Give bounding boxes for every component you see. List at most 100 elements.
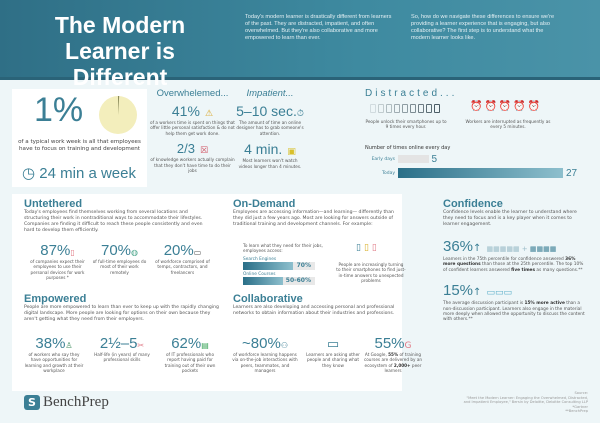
confidence-text: Confidence levels enable the learner to … — [443, 210, 577, 227]
source-line: **BenchPrep — [565, 409, 588, 414]
access-bar-chart: Search Engines 70% Online Courses 50-60% — [243, 257, 318, 287]
source-line: Source: — [574, 391, 588, 395]
warning-window-icon: ⚠ — [205, 109, 214, 119]
online-bar-row: Early days 5 — [365, 153, 600, 165]
benchprep-logo-icon: S — [24, 395, 40, 410]
ondemand-lead: To learn what they need for their jobs, … — [243, 243, 323, 254]
phone-warning-icon: ▯ — [363, 243, 372, 253]
page-title: The Modern Learner is Different — [54, 12, 186, 90]
smartphone-icon — [418, 104, 424, 113]
content-panel — [12, 194, 402, 391]
confidence-stat-2: 15% — [443, 282, 474, 300]
stat-text: of full-time employees do most of their … — [92, 259, 147, 275]
smartphone-icon — [402, 104, 408, 113]
pie-slice-training — [118, 96, 120, 115]
stat-value: 87% — [40, 242, 71, 259]
stat-text: of companies expect their employees to u… — [30, 259, 85, 281]
alarm-clock-icon: ⏰ — [527, 101, 541, 112]
access-bar-track: 50-60% — [243, 277, 315, 285]
collaborative-text: Learners are also developing and accessi… — [233, 305, 395, 316]
confidence-title: Confidence — [443, 198, 503, 210]
ondemand-section: On-Demand Employees are accessing inform… — [233, 198, 403, 228]
clock-icon: ◷ — [22, 165, 36, 182]
untethered-text: Today's employees find themselves workin… — [24, 210, 203, 233]
smartphone-icon — [370, 104, 376, 113]
smartphone-icon — [410, 104, 416, 113]
collaborative-title: Collaborative — [233, 293, 303, 305]
overwhelmed-stat-1: 41% — [171, 103, 200, 119]
smartphone-icon — [378, 104, 384, 113]
impatient-section: Impatient... 5–10 sec.⏱ The amount of ti… — [235, 88, 305, 188]
empowered-text: People are more empowered to learn than … — [24, 305, 219, 322]
online-bar-chart: Early days 5 Today 27 — [365, 153, 600, 181]
collaborative-stat-2: ▭ Learners are asking other people and sh… — [303, 333, 363, 368]
smartphone-icon — [386, 104, 392, 113]
online-bar — [398, 168, 563, 178]
stat-value: 20% — [163, 242, 194, 259]
ondemand-title: On-Demand — [233, 198, 296, 210]
collaborative-section: Collaborative Learners are also developi… — [233, 293, 403, 317]
impatient-stat-1: 5–10 sec. — [236, 103, 297, 119]
people-icon: ⚇ — [280, 341, 288, 350]
workers-icon: ▭ — [193, 248, 202, 257]
stat-value: 55% — [374, 335, 405, 352]
empowered-stat-2: 2½–5✂ Half-life (in years) of many profes… — [92, 333, 152, 363]
stat-value: ~80% — [242, 335, 281, 352]
empowered-title: Empowered — [24, 293, 87, 305]
confidence-stat-1: 36% — [443, 238, 474, 255]
intro-text-2: So, how do we navigate these differences… — [411, 14, 555, 41]
stat-text: At Google, 55% of training courses are d… — [363, 352, 423, 374]
distracted-title: Distracted... — [365, 88, 458, 99]
distracted-section: Distracted... People unlock their smartp… — [365, 88, 595, 188]
brand-name: BenchPrep — [43, 394, 109, 410]
access-bar-label: Online Courses — [243, 272, 276, 277]
training-card: 1% of a typical work week is all that em… — [12, 89, 147, 187]
access-bar-track: 70% — [243, 262, 315, 270]
discussion-icon: ▭▭▭ — [486, 288, 513, 299]
access-bar-label: Search Engines — [243, 257, 277, 262]
overwhelmed-text-1: of a workers time is spent on things tha… — [150, 120, 235, 136]
untethered-stat-3: 20%▭ of workforce comprised of temps, con… — [155, 240, 210, 275]
confidence-text-1: Learners in the 75th percentile for conf… — [443, 257, 584, 273]
stat-value: 70% — [100, 242, 132, 259]
alarms-text: Workers are interrupted as frequently as… — [465, 119, 551, 130]
smartphones-icon-row — [370, 104, 440, 113]
error-message-icon: ☒ — [200, 146, 209, 157]
ondemand-phones-text: People are increasingly turning to their… — [336, 262, 406, 284]
impatient-stat-2: 4 min. — [244, 141, 283, 158]
source-line: "Meet the Modern Learner: Engaging the O… — [466, 395, 588, 400]
collaborative-stat-1: ~80%⚇ of workforce learning happens via o… — [230, 333, 300, 374]
access-bar-value: 70% — [296, 262, 311, 269]
alarm-clock-icon: ⏰ — [484, 101, 497, 112]
stat-text: of workforce learning happens via on-the… — [232, 352, 298, 374]
empowered-stat-1: 38%♙ of workers who say they have opportu… — [24, 333, 84, 374]
arrow-up-icon: ↑ — [473, 243, 482, 254]
ondemand-text: Employees are accessing information—and … — [233, 210, 394, 227]
online-bar — [398, 155, 429, 163]
stat-text: of workers who say they have opportuniti… — [24, 352, 84, 374]
alarm-clock-icon: ⏰ — [470, 101, 483, 112]
source-notes: Source: "Meet the Modern Learner: Engagin… — [464, 391, 588, 414]
untethered-stat-1: 87%▯ of companies expect their employees … — [30, 240, 85, 281]
stat-text: of workforce comprised of temps, contrac… — [155, 259, 210, 275]
training-pie-chart — [99, 96, 137, 134]
stat-text: Learners are asking other people and sha… — [306, 352, 360, 368]
questions-extra-icon: ▦▦▦▦ — [529, 245, 557, 253]
untethered-section: Untethered Today's employees find themse… — [24, 198, 204, 234]
smartphone-icon — [426, 104, 432, 113]
stat-text: Half-life (in years) of many professiona… — [94, 352, 150, 363]
overwhelmed-section: Overwhelemed... 41% ⚠ of a workers time … — [150, 88, 235, 188]
benchprep-logo: S BenchPrep — [24, 394, 109, 411]
empowered-section: Empowered People are more empowered to l… — [24, 293, 219, 323]
access-bar-fill — [243, 262, 294, 270]
money-icon: ▤ — [201, 341, 209, 350]
bar-value: 27 — [566, 167, 578, 179]
bar-value: 5 — [431, 153, 438, 165]
bar-label: Today — [381, 170, 395, 176]
phones-text: People unlock their smartphones up to 9 … — [365, 119, 447, 130]
google-icon: G — [404, 341, 412, 351]
overwhelmed-stat-2: 2/3 — [176, 141, 195, 157]
phone-pin-icon: ▯ — [371, 243, 380, 253]
confidence-section: Confidence Confidence levels enable the … — [443, 198, 588, 323]
arrow-up-icon: ↑ — [473, 287, 482, 299]
